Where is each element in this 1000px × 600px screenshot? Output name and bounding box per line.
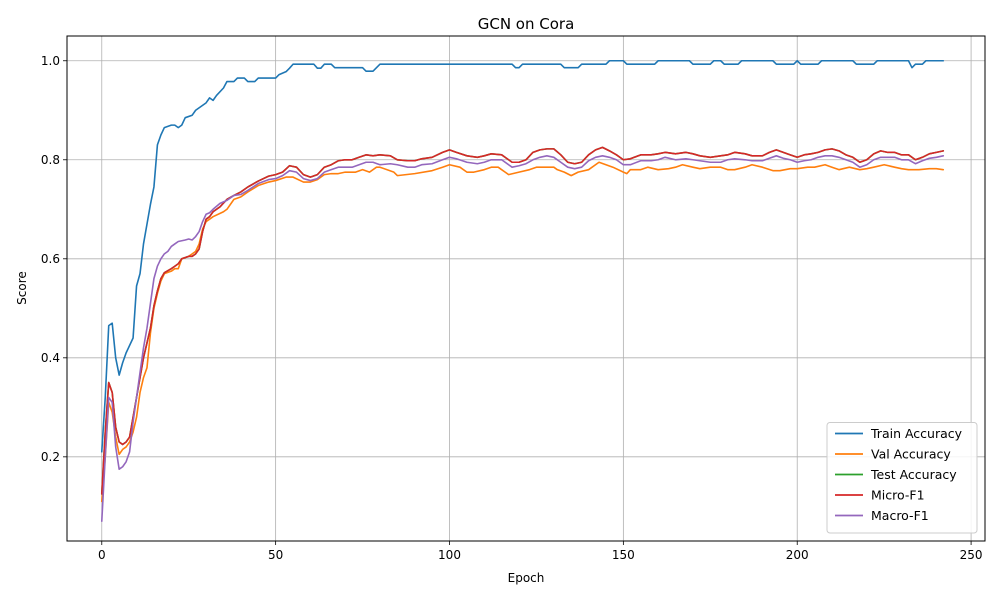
x-axis-label: Epoch [508, 571, 545, 585]
x-tick-label: 100 [438, 548, 461, 562]
plot-frame [66, 35, 986, 542]
legend-label-train: Train Accuracy [870, 426, 963, 441]
x-tick-label: 200 [786, 548, 809, 562]
legend-label-macro: Macro-F1 [871, 508, 929, 523]
series-layer [100, 59, 945, 522]
x-tick-label: 150 [612, 548, 635, 562]
y-tick-label: 0.8 [41, 153, 60, 167]
y-tick-label: 0.4 [41, 351, 60, 365]
series-line-macro [100, 155, 945, 522]
x-tick-label: 250 [960, 548, 983, 562]
y-tick-label: 1.0 [41, 54, 60, 68]
chart-title: GCN on Cora [478, 15, 575, 33]
series-line-train [100, 59, 945, 453]
x-tick-label: 50 [268, 548, 283, 562]
legend-label-val: Val Accuracy [871, 447, 951, 462]
x-tick-label: 0 [98, 548, 106, 562]
series-line-val [100, 161, 945, 503]
y-tick-label: 0.2 [41, 450, 60, 464]
ticks: 0 50 100 150 200 250 0.2 0.4 0.6 0.8 1.0 [41, 54, 983, 562]
legend-label-test: Test Accuracy [870, 467, 957, 482]
series-line-micro [100, 146, 945, 495]
legend: Train Accuracy Val Accuracy Test Accuracy M… [826, 422, 978, 534]
y-axis-label: Score [15, 271, 29, 305]
legend-label-micro: Micro-F1 [871, 488, 925, 503]
y-tick-label: 0.6 [41, 252, 60, 266]
legend-box [826, 422, 978, 534]
